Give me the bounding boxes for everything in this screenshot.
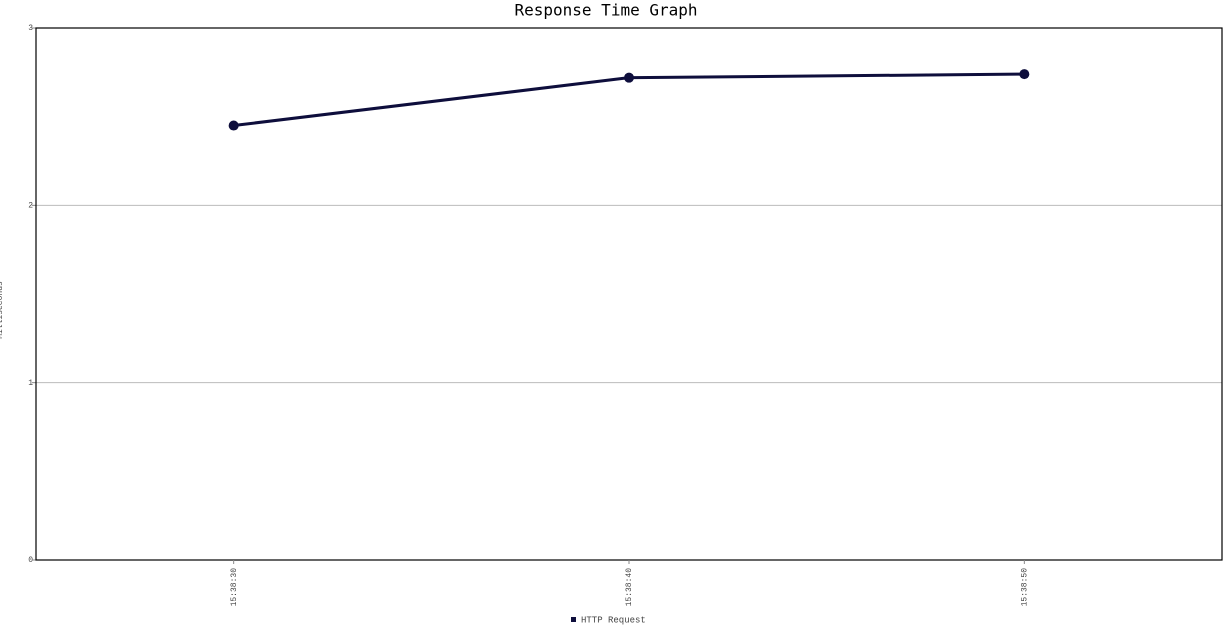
data-point [624, 72, 634, 83]
y-axis-label: Milliseconds [0, 281, 5, 339]
data-point [228, 120, 239, 131]
chart-title: Response Time Graph [514, 1, 697, 20]
x-tick-label: 15:38:30 [230, 568, 239, 607]
y-tick-label: 0 [28, 556, 33, 565]
y-tick-label: 3 [28, 24, 33, 33]
y-tick-label: 2 [28, 201, 33, 210]
y-tick-label: 1 [28, 379, 33, 388]
x-tick-label: 15:38:40 [625, 568, 634, 607]
legend-swatch [571, 617, 576, 622]
data-point [1019, 69, 1030, 80]
legend-label: HTTP Request [581, 615, 646, 625]
x-tick-label: 15:38:50 [1020, 568, 1029, 607]
